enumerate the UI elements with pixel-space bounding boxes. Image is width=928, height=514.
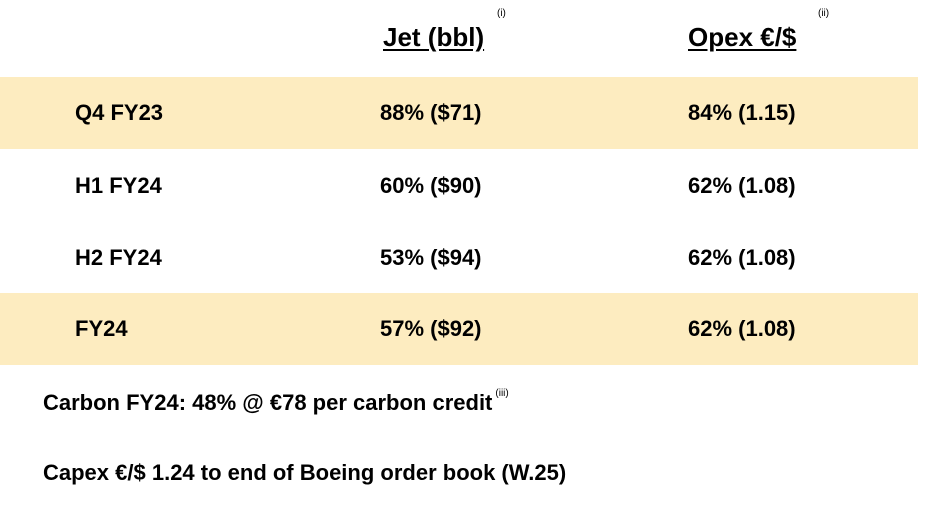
table-row-h1-fy24: H1 FY24 60% ($90) 62% (1.08) <box>0 150 918 222</box>
period-label: Q4 FY23 <box>75 100 164 125</box>
carbon-line: Carbon FY24: 48% @ €78 per carbon credit… <box>43 388 509 416</box>
jet-column-header: Jet (bbl) <box>383 22 485 52</box>
jet-hedge-value: 60% ($90) <box>380 173 482 198</box>
period-label: FY24 <box>75 316 128 341</box>
table-row-fy24: FY24 57% ($92) 62% (1.08) <box>0 293 918 365</box>
jet-hedge-value: 57% ($92) <box>380 316 482 341</box>
opex-hedge-value: 84% (1.15) <box>688 100 796 125</box>
table-row-q4-fy23: Q4 FY23 88% ($71) 84% (1.15) <box>0 77 918 149</box>
opex-footnote-marker: (ii) <box>818 8 830 19</box>
capex-line: Capex €/$ 1.24 to end of Boeing order bo… <box>43 460 567 485</box>
jet-footnote-marker: (i) <box>497 8 506 19</box>
carbon-text: Carbon FY24: 48% @ €78 per carbon credit <box>43 390 493 415</box>
table-header: Jet (bbl) (i) Opex €/$ (ii) <box>0 0 928 78</box>
opex-hedge-value: 62% (1.08) <box>688 173 796 198</box>
opex-hedge-value: 62% (1.08) <box>688 316 796 341</box>
period-label: H1 FY24 <box>75 173 162 198</box>
opex-column-header: Opex €/$ <box>688 22 797 52</box>
table-row-h2-fy24: H2 FY24 53% ($94) 62% (1.08) <box>0 222 918 294</box>
period-label: H2 FY24 <box>75 245 162 270</box>
jet-hedge-value: 53% ($94) <box>380 245 482 270</box>
carbon-footnote-marker: (iii) <box>495 388 509 399</box>
jet-hedge-value: 88% ($71) <box>380 100 482 125</box>
opex-hedge-value: 62% (1.08) <box>688 245 796 270</box>
